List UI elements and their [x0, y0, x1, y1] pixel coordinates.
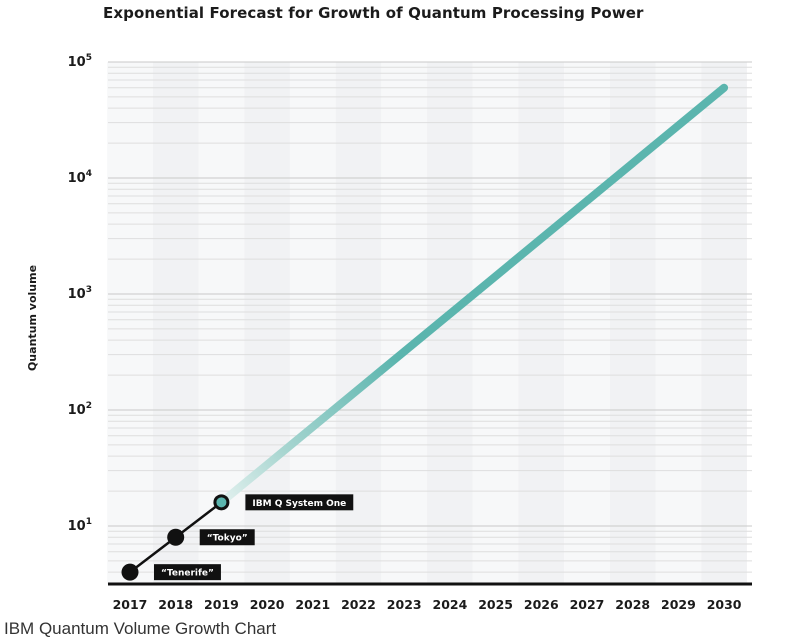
x-tick-label: 2019	[204, 597, 239, 612]
x-tick-label: 2028	[615, 597, 650, 612]
column-shade	[564, 62, 610, 584]
data-label-box	[245, 494, 354, 511]
data-label: IBM Q System One	[252, 499, 346, 509]
y-tick-label: 103	[68, 285, 92, 302]
data-point-inner	[216, 497, 227, 508]
column-shade	[152, 62, 199, 584]
column-shade	[472, 62, 519, 584]
data-label: “Tenerife”	[161, 569, 214, 579]
x-tick-label: 2029	[661, 597, 696, 612]
data-label: “Tokyo”	[207, 534, 248, 544]
chart-title: Exponential Forecast for Growth of Quant…	[103, 4, 644, 22]
forecast-line	[217, 83, 729, 507]
data-label-box	[199, 529, 255, 546]
column-shade	[518, 62, 565, 584]
y-tick-label: 105	[68, 53, 92, 70]
data-point	[121, 563, 139, 581]
x-tick-label: 2025	[478, 597, 513, 612]
y-tick-label: 102	[68, 401, 92, 418]
x-tick-label: 2024	[433, 597, 468, 612]
column-shade	[381, 62, 428, 584]
x-tick-label: 2018	[158, 597, 193, 612]
column-shade	[609, 62, 656, 584]
x-tick-label: 2017	[113, 597, 148, 612]
data-point	[167, 528, 185, 546]
x-tick-label: 2023	[387, 597, 422, 612]
column-shade	[655, 62, 702, 584]
column-shade	[701, 62, 747, 584]
y-tick-label: 101	[68, 517, 92, 534]
image-caption: IBM Quantum Volume Growth Chart	[4, 619, 277, 638]
column-shade	[107, 62, 153, 584]
x-tick-label: 2030	[707, 597, 742, 612]
y-tick-label: 104	[68, 169, 92, 186]
x-tick-label: 2021	[295, 597, 330, 612]
x-tick-label: 2026	[524, 597, 559, 612]
data-label-box	[154, 564, 221, 581]
x-tick-label: 2022	[341, 597, 376, 612]
x-tick-label: 2027	[570, 597, 605, 612]
x-tick-label: 2020	[250, 597, 285, 612]
